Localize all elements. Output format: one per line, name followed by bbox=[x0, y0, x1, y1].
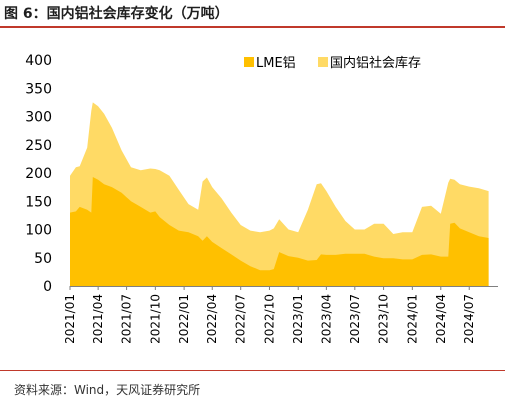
chart-areas bbox=[70, 102, 489, 287]
y-tick-label: 400 bbox=[25, 53, 52, 69]
x-tick-label: 2024/04 bbox=[434, 294, 448, 344]
x-axis: 2021/01 2021/04 2021/07 2021/10 2022/01 2022/… bbox=[63, 286, 498, 344]
legend: LME铝 国内铝社会库存 bbox=[244, 55, 421, 71]
x-tick-label: 2022/04 bbox=[205, 294, 219, 344]
x-tick-label: 2022/10 bbox=[262, 294, 276, 344]
y-tick-label: 100 bbox=[25, 223, 52, 239]
x-tick-label: 2021/07 bbox=[120, 294, 134, 344]
y-axis: 0 50 100 150 200 250 300 350 400 bbox=[25, 53, 52, 295]
x-tick-label: 2022/07 bbox=[234, 294, 248, 344]
source-note: 资料来源：Wind，天风证券研究所 bbox=[14, 383, 201, 397]
y-tick-label: 300 bbox=[25, 110, 52, 126]
x-tick-label: 2024/07 bbox=[462, 294, 476, 344]
title-rule bbox=[0, 26, 505, 28]
y-tick-label: 150 bbox=[25, 194, 52, 210]
legend-swatch-lme bbox=[244, 57, 254, 67]
chart-title: 图 6：国内铝社会库存变化（万吨） bbox=[4, 6, 229, 22]
x-tick-label: 2021/01 bbox=[63, 294, 77, 344]
legend-label-lme: LME铝 bbox=[256, 56, 296, 71]
source-rule bbox=[0, 370, 505, 371]
legend-label-domestic: 国内铝社会库存 bbox=[330, 55, 421, 71]
x-tick-label: 2023/10 bbox=[377, 294, 391, 344]
y-tick-label: 200 bbox=[25, 166, 52, 182]
x-tick-label: 2024/01 bbox=[405, 294, 419, 344]
y-tick-label: 250 bbox=[25, 138, 52, 154]
legend-swatch-domestic bbox=[318, 57, 328, 67]
y-tick-label: 0 bbox=[43, 279, 52, 295]
lme-area bbox=[70, 177, 489, 286]
x-tick-label: 2021/04 bbox=[91, 294, 105, 344]
x-tick-label: 2023/07 bbox=[348, 294, 362, 344]
x-tick-label: 2021/10 bbox=[148, 294, 162, 344]
x-tick-label: 2022/01 bbox=[177, 294, 191, 344]
x-tick-label: 2023/04 bbox=[319, 294, 333, 344]
y-tick-label: 50 bbox=[34, 251, 52, 267]
x-tick-label: 2023/01 bbox=[291, 294, 305, 344]
y-tick-label: 350 bbox=[25, 81, 52, 97]
